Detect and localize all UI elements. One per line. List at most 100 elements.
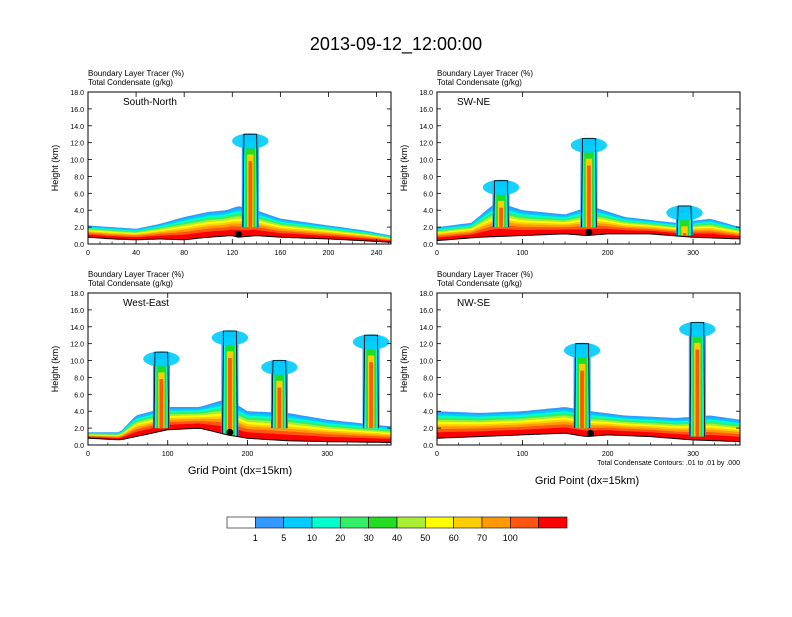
tracer-field — [88, 133, 391, 244]
y-tick-label: 16.0 — [419, 107, 433, 114]
plume-2-anvil — [666, 205, 703, 221]
colorbar-swatch — [311, 516, 341, 529]
plume-1-anvil — [679, 321, 716, 337]
tracer-field — [437, 137, 740, 244]
x-tick-label: 0 — [86, 451, 90, 458]
condensate-contour-0 — [493, 180, 509, 228]
colorbar-label: 50 — [420, 533, 430, 543]
x-tick-label: 200 — [323, 250, 335, 257]
panel-nw-se: Boundary Layer Tracer (%)Total Condensat… — [399, 270, 741, 458]
y-tick-label: 2.0 — [74, 225, 84, 232]
terrain-outline — [437, 432, 740, 443]
location-marker — [234, 230, 242, 238]
x-tick-label: 100 — [517, 250, 529, 257]
y-tick-label: 18.0 — [70, 291, 84, 298]
colorbar-swatch — [453, 516, 483, 529]
y-tick-label: 18.0 — [419, 90, 433, 97]
x-tick-label: 200 — [602, 451, 614, 458]
plot-frame — [87, 91, 392, 245]
plume-0-layer-4 — [499, 207, 503, 228]
y-tick-label: 18.0 — [70, 90, 84, 97]
y-axis-label: Height (km) — [50, 346, 60, 393]
y-tick-label: 0.0 — [423, 242, 433, 249]
x-tick-label: 300 — [321, 451, 333, 458]
y-tick-label: 0.0 — [74, 443, 84, 450]
plume-2-layer-4 — [277, 387, 282, 429]
plume-0-layer-4 — [159, 379, 164, 429]
y-tick-label: 4.0 — [423, 409, 433, 416]
plume-2-anvil — [261, 359, 298, 375]
y-tick-label: 8.0 — [423, 375, 433, 382]
y-tick-label: 8.0 — [423, 174, 433, 181]
colorbar-swatch — [538, 516, 568, 529]
panel-field-label: Boundary Layer Tracer (%) — [88, 69, 184, 78]
colorbar-swatch — [226, 516, 256, 529]
panel-field-label: Boundary Layer Tracer (%) — [88, 270, 184, 279]
y-tick-label: 2.0 — [423, 225, 433, 232]
colorbar-swatch — [368, 516, 398, 529]
plume-3-anvil — [352, 334, 390, 350]
x-tick-label: 40 — [132, 250, 140, 257]
x-tick-label: 100 — [517, 451, 529, 458]
x-tick-label: 80 — [180, 250, 188, 257]
panels: Boundary Layer Tracer (%) Total Condensat… — [50, 69, 741, 458]
terrain-fill — [437, 233, 740, 244]
plume-2-layer-4 — [682, 233, 687, 236]
x-tick-label: 300 — [687, 250, 699, 257]
y-tick-label: 2.0 — [74, 426, 84, 433]
x-tick-label: 240 — [371, 250, 383, 257]
colorbar-label: 5 — [281, 533, 286, 543]
y-tick-label: 14.0 — [419, 124, 433, 131]
plume-0-anvil — [143, 351, 180, 367]
plume-0-anvil — [482, 179, 520, 195]
plot-frame — [87, 292, 392, 446]
condensate-contour-2 — [271, 360, 288, 429]
y-tick-label: 12.0 — [419, 342, 433, 349]
condensate-contour-1 — [689, 322, 706, 437]
y-tick-label: 14.0 — [70, 124, 84, 131]
condensate-contour-2 — [676, 205, 693, 236]
condensate-contour-0 — [242, 133, 259, 228]
location-marker — [587, 429, 595, 437]
y-tick-label: 16.0 — [70, 107, 84, 114]
panel-sw-ne: Boundary Layer Tracer (%)Total Condensat… — [399, 69, 741, 257]
colorbar-label: 40 — [392, 533, 402, 543]
panel-south-north: Boundary Layer Tracer (%)Total Condensat… — [50, 69, 392, 257]
y-tick-label: 16.0 — [419, 308, 433, 315]
plume-0-anvil — [563, 342, 601, 358]
y-tick-label: 8.0 — [74, 174, 84, 181]
colorbar-label: 1 — [253, 533, 258, 543]
y-tick-label: 6.0 — [74, 392, 84, 399]
x-tick-label: 0 — [86, 250, 90, 257]
y-tick-label: 6.0 — [74, 191, 84, 198]
y-tick-label: 14.0 — [70, 325, 84, 332]
location-marker — [226, 428, 234, 436]
plume-1-layer-4 — [228, 358, 232, 437]
x-tick-label: 300 — [687, 451, 699, 458]
x-tick-label: 120 — [226, 250, 238, 257]
y-tick-label: 0.0 — [74, 242, 84, 249]
y-tick-label: 12.0 — [70, 141, 84, 148]
colorbar-swatch — [424, 516, 454, 529]
colorbar-swatch — [509, 516, 539, 529]
condensate-contour-3 — [363, 334, 379, 429]
panel-name: SW-NE — [457, 97, 490, 108]
panel-contour-label: Total Condensate (g/kg) — [437, 78, 522, 87]
plume-0-anvil — [232, 133, 269, 149]
x-axis-label-bottom-right: Grid Point (dx=15km) — [535, 475, 639, 487]
plume-3-layer-4 — [369, 362, 373, 429]
panel-name: West-East — [123, 298, 169, 309]
y-axis-label: Height (km) — [50, 145, 60, 192]
colorbar: 1 5 10 20 30 40 50 60 70 100 — [226, 516, 568, 543]
colorbar-label: 30 — [364, 533, 374, 543]
tracer-field — [437, 321, 740, 445]
colorbar-swatch — [396, 516, 426, 529]
panel-name: NW-SE — [457, 298, 490, 309]
y-axis-label: Height (km) — [399, 346, 409, 393]
condensate-contour-0 — [574, 343, 590, 429]
colorbar-label: 100 — [503, 533, 518, 543]
plume-0-layer-4 — [248, 161, 253, 228]
panel-west-east: Boundary Layer Tracer (%)Total Condensat… — [50, 270, 392, 458]
plume-1-anvil — [570, 137, 608, 153]
